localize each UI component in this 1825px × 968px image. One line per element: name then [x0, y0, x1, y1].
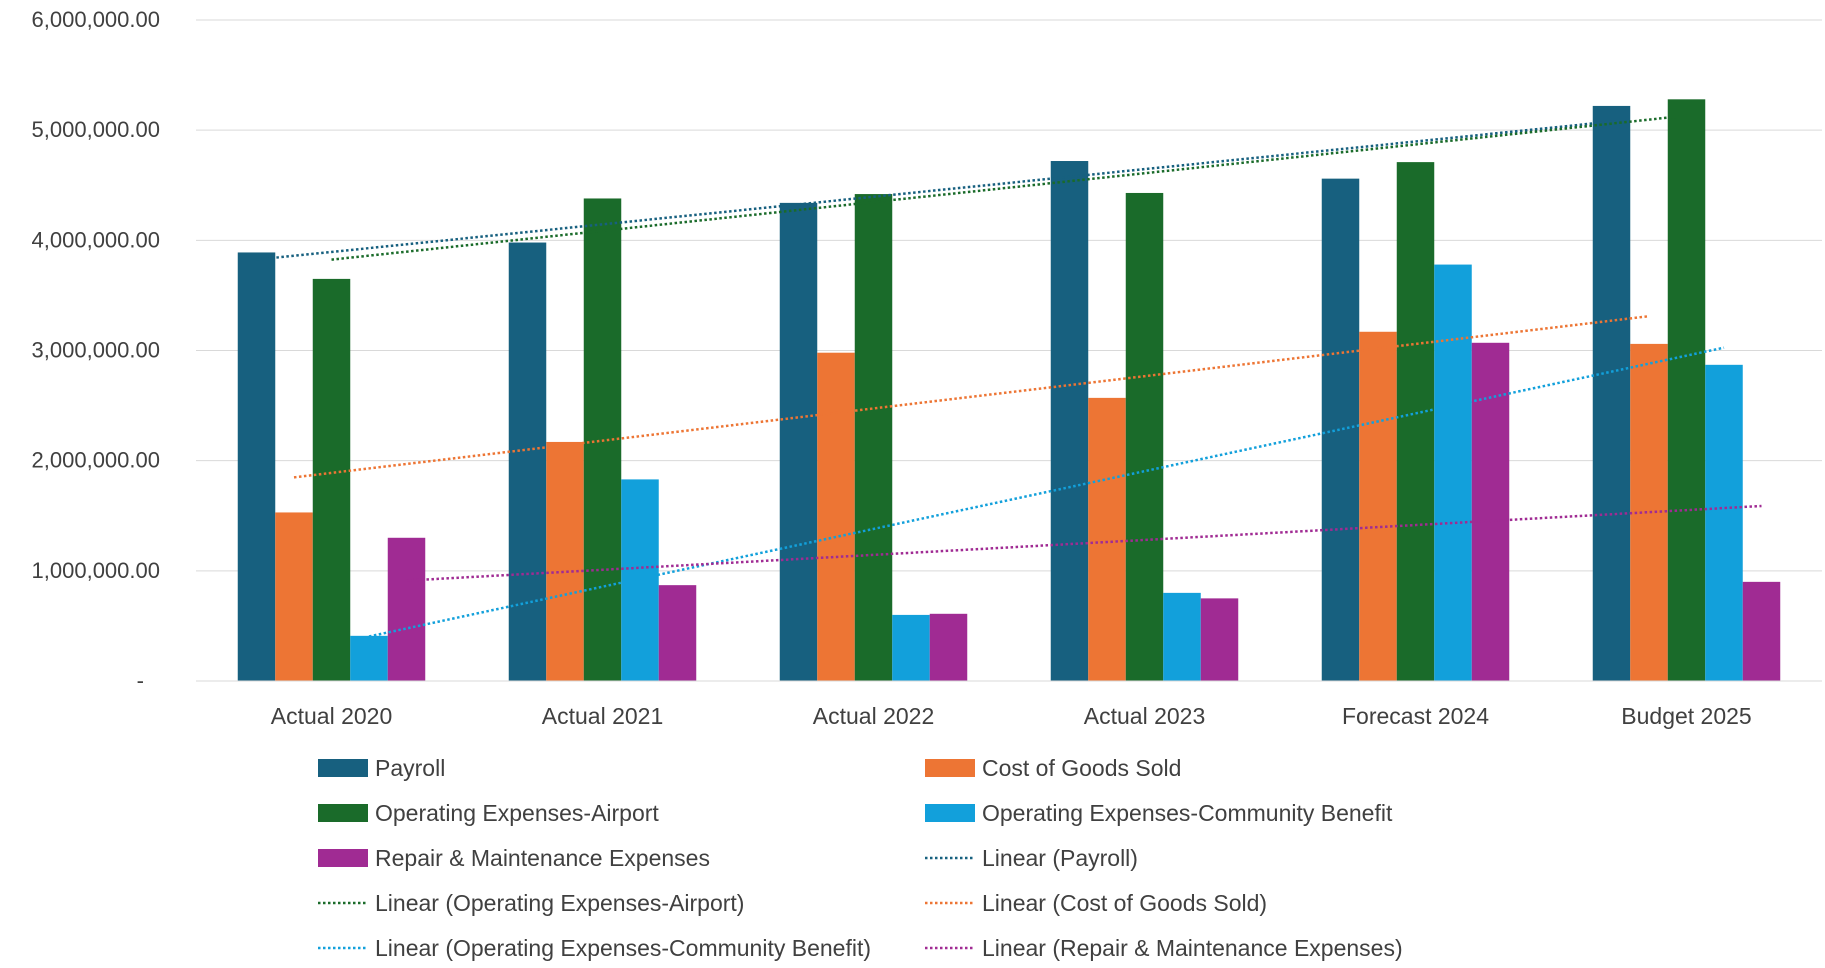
y-tick-label: - [137, 668, 144, 693]
bar [1163, 592, 1201, 681]
legend-label: Linear (Payroll) [982, 845, 1138, 871]
x-tick-label: Actual 2022 [813, 703, 934, 729]
bar [779, 202, 818, 682]
y-tick-label: 6,000,000.00 [32, 7, 160, 32]
trendline [256, 120, 1612, 261]
bar [387, 537, 426, 681]
bars [237, 99, 1781, 682]
bar [546, 441, 584, 681]
trendlines [256, 114, 1762, 638]
y-tick-label: 1,000,000.00 [32, 558, 160, 583]
bar [658, 585, 697, 681]
bar [1125, 192, 1164, 681]
x-tick-label: Actual 2023 [1084, 703, 1205, 729]
bar [1592, 105, 1631, 682]
y-tick-label: 3,000,000.00 [32, 338, 160, 363]
bar [1359, 331, 1397, 681]
bar [508, 242, 547, 681]
bar [350, 635, 388, 681]
legend-label: Cost of Goods Sold [982, 755, 1181, 781]
y-axis-tick-labels: - 1,000,000.00 2,000,000.00 3,000,000.00 4,0… [32, 7, 160, 693]
y-tick-label: 4,000,000.00 [32, 227, 160, 252]
legend: Payroll Cost of Goods Sold Operating Expen… [318, 755, 1403, 961]
x-tick-label: Budget 2025 [1621, 703, 1751, 729]
legend-label: Linear (Operating Expenses-Community Ben… [375, 935, 871, 961]
bar [1200, 598, 1239, 681]
bar [621, 479, 659, 681]
x-tick-label: Actual 2021 [542, 703, 663, 729]
y-tick-label: 5,000,000.00 [32, 117, 160, 142]
bar [1396, 162, 1435, 682]
legend-label: Repair & Maintenance Expenses [375, 845, 710, 871]
bar [275, 512, 313, 681]
bar [1742, 581, 1781, 681]
trendline [293, 314, 1650, 479]
bar [1050, 161, 1089, 682]
legend-label: Operating Expenses-Airport [375, 800, 659, 826]
bar [1667, 99, 1706, 681]
legend-swatch [925, 804, 975, 822]
bar [929, 613, 968, 681]
bar [892, 614, 930, 681]
legend-label: Payroll [375, 755, 445, 781]
bar [817, 352, 855, 681]
bar [1321, 178, 1360, 681]
trendline [331, 114, 1687, 261]
bar [312, 278, 351, 681]
bar [1088, 397, 1126, 681]
trendline [368, 346, 1725, 638]
x-axis-tick-labels: Actual 2020 Actual 2021 Actual 2022 Actual … [271, 703, 1752, 729]
legend-swatch [318, 804, 368, 822]
x-tick-label: Actual 2020 [271, 703, 392, 729]
bar [1434, 264, 1472, 681]
x-tick-label: Forecast 2024 [1342, 703, 1489, 729]
legend-swatch [925, 759, 975, 777]
legend-swatch [318, 849, 368, 867]
legend-label: Operating Expenses-Community Benefit [982, 800, 1393, 826]
bar [1471, 342, 1510, 681]
gridlines [196, 19, 1822, 572]
legend-label: Linear (Repair & Maintenance Expenses) [982, 935, 1403, 961]
legend-label: Linear (Cost of Goods Sold) [982, 890, 1267, 916]
bar [237, 252, 276, 681]
bar [1705, 364, 1743, 681]
bar [854, 194, 893, 681]
trendline [406, 504, 1762, 582]
legend-label: Linear (Operating Expenses-Airport) [375, 890, 744, 916]
legend-swatch [318, 759, 368, 777]
y-tick-label: 2,000,000.00 [32, 448, 160, 473]
